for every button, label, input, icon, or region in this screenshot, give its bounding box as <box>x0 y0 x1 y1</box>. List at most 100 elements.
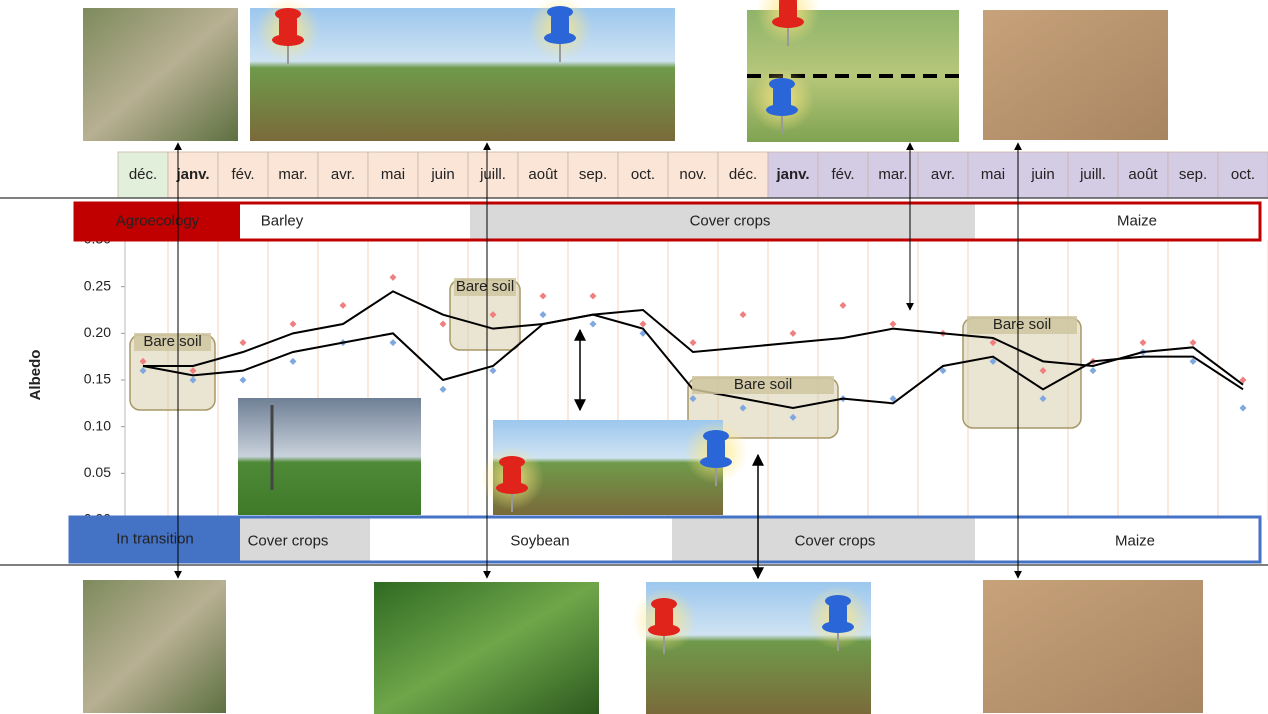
annotation: Bare soil <box>456 278 514 295</box>
x-tick-label: mar. <box>278 166 307 183</box>
photo <box>983 580 1203 713</box>
point <box>1239 404 1247 412</box>
band-label-bg <box>75 203 240 240</box>
pin-head <box>499 456 525 468</box>
x-tick-label: fév. <box>831 166 854 183</box>
month-cell <box>617 151 669 199</box>
x-tick-label: sep. <box>579 166 607 183</box>
x-tick-label: juin <box>1030 166 1054 183</box>
y-tick-label: 0.20 <box>84 324 111 340</box>
pin-head <box>547 6 573 18</box>
point <box>789 329 797 337</box>
point <box>539 311 547 319</box>
month-cell <box>767 151 819 199</box>
x-tick-label: déc. <box>129 166 157 183</box>
point <box>439 320 447 328</box>
x-tick-label: janv. <box>775 166 809 183</box>
month-cell <box>667 151 719 199</box>
month-cell <box>817 151 869 199</box>
point <box>139 357 147 365</box>
point <box>1039 395 1047 403</box>
pin-head <box>703 430 729 442</box>
point <box>589 292 597 300</box>
point <box>139 367 147 375</box>
month-cell <box>217 151 269 199</box>
month-cell <box>1117 151 1169 199</box>
point <box>189 376 197 384</box>
crop-segment <box>975 203 1258 240</box>
photo <box>83 580 226 713</box>
pin-body <box>773 86 791 110</box>
point <box>539 292 547 300</box>
month-cell <box>717 151 769 199</box>
y-tick-label: 0.15 <box>84 371 111 387</box>
pin-head <box>769 78 795 90</box>
x-tick-label: fév. <box>231 166 254 183</box>
point <box>939 367 947 375</box>
x-tick-label: mai <box>381 166 405 183</box>
bare-soil-label-bg <box>692 376 834 394</box>
x-tick-label: août <box>1128 166 1158 183</box>
point <box>1189 339 1197 347</box>
photos <box>83 8 1203 714</box>
crop-segment <box>240 203 470 240</box>
month-cell <box>267 151 319 199</box>
y-tick-label: 0.25 <box>84 277 111 293</box>
point <box>839 301 847 309</box>
point <box>689 395 697 403</box>
point <box>389 273 397 281</box>
point <box>589 320 597 328</box>
point <box>439 385 447 393</box>
pins <box>256 0 870 654</box>
point <box>739 311 747 319</box>
x-tick-label: oct. <box>631 166 655 183</box>
band-label: In transition <box>116 530 194 547</box>
pin-head <box>778 0 798 2</box>
month-cell <box>467 151 519 199</box>
crop-label: Maize <box>1117 212 1157 229</box>
crop-label: Cover crops <box>795 532 876 549</box>
point <box>289 320 297 328</box>
x-tick-label: juill. <box>479 166 506 183</box>
month-strip: déc. janv. fév. mar. avr. mai juin juill. août se… <box>117 151 1268 199</box>
crop-bands: Barley Cover crops Maize Agroecology Cover c… <box>68 201 1262 564</box>
crop-segment <box>240 517 370 562</box>
photo <box>83 8 238 141</box>
smoothed-line <box>143 290 1244 386</box>
x-tick-label: août <box>528 166 558 183</box>
month-cell <box>567 151 619 199</box>
point <box>989 357 997 365</box>
crop-segment <box>370 517 672 562</box>
annotation: Bare soil <box>734 376 792 393</box>
x-tick-label: janv. <box>175 166 209 183</box>
pin-head <box>275 8 301 20</box>
point <box>689 339 697 347</box>
month-cell <box>967 151 1019 199</box>
bare-soil-label-bg <box>134 333 211 351</box>
point <box>389 339 397 347</box>
pin-head <box>825 595 851 607</box>
annotation: Bare soil <box>143 333 201 350</box>
photo <box>374 582 599 714</box>
x-tick-label: déc. <box>729 166 757 183</box>
pin-body <box>829 603 847 627</box>
x-tick-label: nov. <box>679 166 706 183</box>
pin-body <box>503 464 521 488</box>
photo <box>238 398 421 515</box>
crop-label: Cover crops <box>248 532 329 549</box>
x-tick-label: avr. <box>931 166 955 183</box>
x-tick-label: oct. <box>1231 166 1255 183</box>
crop-segment <box>672 517 975 562</box>
x-tick-label: avr. <box>331 166 355 183</box>
point <box>339 301 347 309</box>
crop-label: Soybean <box>510 532 569 549</box>
x-tick-label: juin <box>430 166 454 183</box>
bare-soil-label-bg <box>967 316 1077 334</box>
crop-label: Barley <box>261 212 304 229</box>
x-tick-label: sep. <box>1179 166 1207 183</box>
point <box>239 339 247 347</box>
annotation: Bare soil <box>993 316 1051 333</box>
point <box>289 357 297 365</box>
crop-label: Maize <box>1115 532 1155 549</box>
point <box>489 311 497 319</box>
